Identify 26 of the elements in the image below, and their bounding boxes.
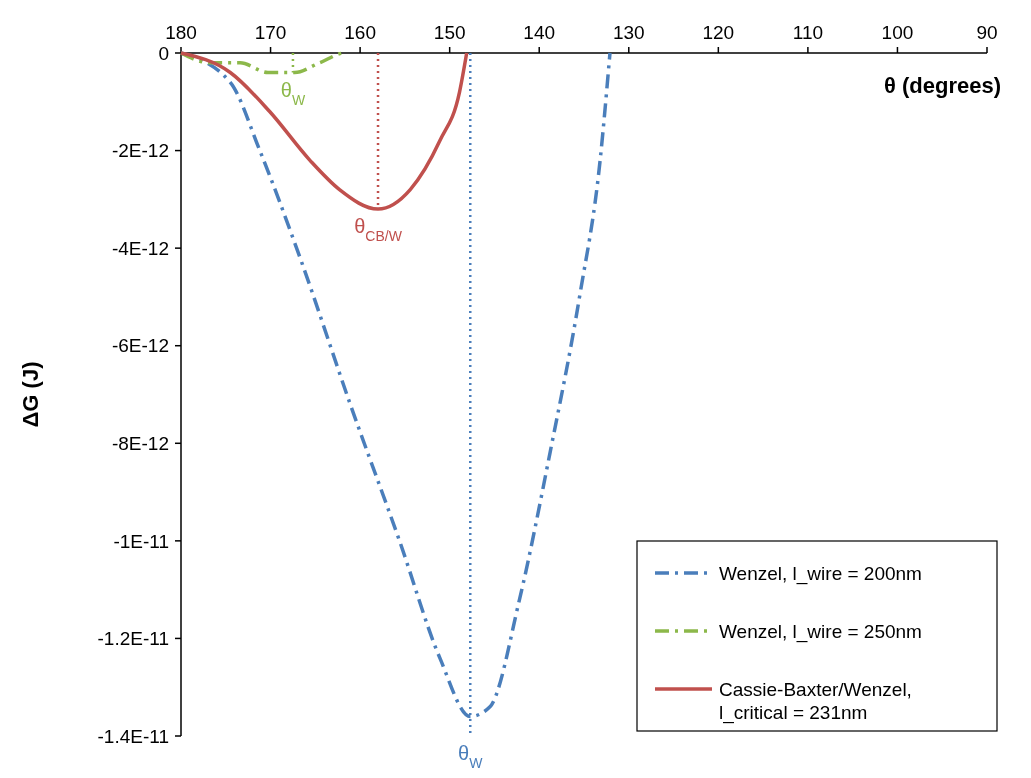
y-tick-label: -6E-12	[111, 335, 169, 357]
x-tick-label: 160	[344, 22, 376, 43]
x-tick-label: 120	[702, 22, 735, 43]
y-tick-label: -2E-12	[111, 140, 169, 162]
x-tick-label: 170	[254, 22, 287, 43]
x-tick-label: 90	[976, 22, 998, 43]
annotation: θ$_{CB/W}$	[354, 215, 403, 245]
y-tick-label: -8E-12	[111, 432, 169, 454]
legend-label: Wenzel, l_wire = 200nm	[719, 562, 922, 585]
y-tick-label: -1E-11	[113, 530, 169, 552]
x-tick-label: 110	[792, 22, 824, 43]
y-tick-label: -1.2E-11	[97, 628, 169, 650]
x-tick-label: 140	[523, 22, 556, 43]
x-axis-title: θ (degrees)	[883, 73, 1001, 98]
y-tick-label: 0	[158, 42, 169, 64]
legend-label: Wenzel, l_wire = 250nm	[719, 620, 922, 643]
annotation: θ$_{W}$	[458, 742, 484, 771]
y-axis-title: ΔG (J)	[18, 361, 43, 428]
x-tick-label: 130	[612, 22, 645, 43]
annotation: θ$_{W}$	[280, 78, 306, 108]
x-tick-label: 150	[433, 22, 466, 43]
y-tick-label: -1.4E-11	[97, 725, 169, 747]
y-tick-label: -4E-12	[111, 237, 169, 259]
legend-label: Cassie-Baxter/Wenzel, l_critical = 231nm	[719, 678, 912, 725]
x-tick-label: 100	[881, 22, 914, 43]
x-tick-label: 180	[165, 22, 197, 43]
